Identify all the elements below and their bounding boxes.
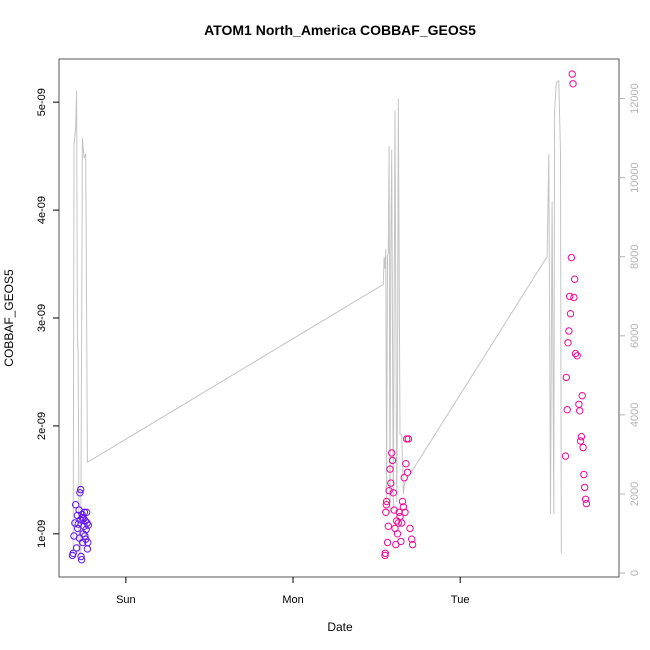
y2-tick-label: 12000 (629, 83, 641, 114)
data-point (402, 460, 410, 468)
chart-title: ATOM1 North_America COBBAF_GEOS5 (204, 22, 476, 38)
y-tick-label: 5e-09 (36, 88, 48, 116)
data-point (388, 449, 396, 457)
right-y-axis: 0 2000 4000 6000 8000 10000 12000 (619, 83, 641, 576)
data-point (77, 552, 85, 561)
data-point (561, 452, 570, 460)
data-point (387, 479, 395, 487)
data-point (581, 483, 589, 492)
data-point (77, 485, 85, 494)
data-point (386, 465, 394, 473)
data-point (393, 530, 402, 538)
data-point (573, 352, 581, 360)
x-tick-label: Mon (282, 594, 303, 606)
data-point (384, 522, 392, 530)
data-point (74, 524, 82, 533)
data-point (562, 373, 570, 382)
data-point (388, 456, 397, 465)
data-point (84, 521, 93, 529)
data-point (395, 508, 403, 516)
data-point (80, 508, 89, 516)
data-point (578, 392, 586, 400)
data-point (83, 545, 92, 553)
data-point (392, 540, 400, 549)
data-point (408, 535, 416, 543)
data-point (569, 80, 577, 88)
altitude-line (70, 79, 562, 554)
data-point (571, 275, 579, 283)
data-point (398, 519, 406, 527)
data-point (76, 489, 84, 497)
data-point (565, 327, 573, 335)
y-tick-label: 1e-09 (36, 520, 48, 548)
data-point (566, 292, 574, 301)
data-point (581, 495, 590, 503)
data-point (576, 407, 584, 415)
data-point (76, 516, 85, 524)
data-point (582, 499, 591, 508)
data-point (397, 537, 405, 546)
data-point (568, 70, 576, 78)
data-point (385, 487, 393, 495)
data-point (579, 443, 587, 452)
data-point (575, 400, 583, 408)
altitude-line-layer (70, 79, 562, 554)
data-point (567, 253, 576, 262)
data-point (383, 538, 392, 547)
data-point (399, 503, 408, 511)
data-point (403, 468, 412, 476)
plot-frame (58, 58, 620, 578)
y2-tick-label: 6000 (629, 324, 641, 348)
data-point (398, 497, 407, 506)
y2-tick-label: 8000 (629, 244, 641, 268)
y2-tick-label: 4000 (629, 403, 641, 427)
x-axis: Sun Mon Tue (116, 577, 469, 606)
x-tick-label: Sun (116, 594, 136, 606)
data-point (401, 508, 409, 516)
data-point (400, 474, 408, 482)
data-point (69, 549, 77, 557)
data-point (563, 406, 571, 414)
data-point (404, 435, 413, 443)
points-layer (68, 70, 591, 564)
y2-tick-label: 10000 (629, 162, 641, 193)
data-point (84, 538, 92, 547)
data-point (390, 506, 398, 514)
left-y-axis: 1e-09 2e-09 3e-09 4e-09 5e-09 (36, 88, 59, 548)
data-point (77, 556, 86, 564)
data-point (580, 470, 588, 479)
data-point (382, 497, 391, 506)
data-point (564, 339, 572, 347)
y-tick-label: 2e-09 (36, 412, 48, 440)
data-point (389, 489, 397, 497)
data-point (381, 549, 389, 557)
data-point (576, 437, 585, 445)
data-point (382, 501, 390, 509)
data-point (566, 310, 575, 318)
data-point (406, 524, 414, 533)
data-point (408, 540, 417, 549)
data-point (72, 544, 81, 552)
data-point (571, 349, 580, 358)
data-point (570, 293, 578, 302)
data-point (82, 508, 91, 516)
y-axis-label: COBBAF_GEOS5 (2, 269, 16, 367)
data-point (78, 510, 86, 519)
x-axis-label: Date (327, 620, 353, 634)
x-tick-label: Tue (451, 594, 470, 606)
y-tick-label: 3e-09 (36, 304, 48, 332)
y-tick-label: 4e-09 (36, 196, 48, 224)
data-point (72, 501, 80, 509)
data-point (577, 433, 586, 441)
data-point (382, 508, 390, 516)
y2-tick-label: 2000 (629, 482, 641, 506)
y2-tick-label: 0 (629, 570, 641, 576)
